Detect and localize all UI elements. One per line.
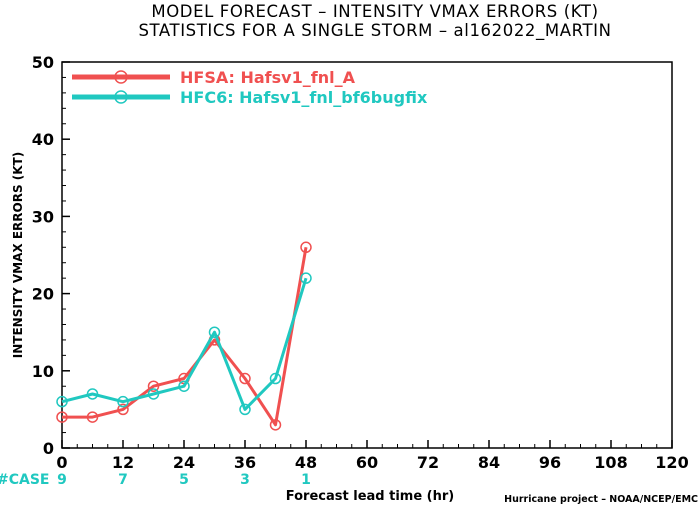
series-line bbox=[61, 277, 308, 411]
data-point bbox=[269, 372, 282, 385]
credit-text: Hurricane project – NOAA/NCEP/EMC bbox=[504, 494, 698, 505]
legend-marker bbox=[114, 70, 128, 84]
case-counts: 9 7 5 3 1 bbox=[57, 472, 311, 488]
data-point bbox=[239, 372, 251, 385]
plot-frame bbox=[61, 61, 673, 449]
data-point bbox=[147, 380, 160, 392]
data-point bbox=[178, 380, 190, 392]
data-point bbox=[56, 395, 68, 408]
x-axis: 0 12 24 36 48 60 72 84 96 108 120 bbox=[56, 440, 689, 472]
data-point bbox=[300, 241, 312, 254]
y-tick-label: 30 bbox=[32, 207, 54, 226]
data-point bbox=[208, 326, 221, 338]
case-label: #CASE bbox=[0, 472, 50, 488]
data-point bbox=[239, 403, 251, 416]
x-tick-label: 60 bbox=[356, 453, 378, 472]
chart-title-line1: MODEL FORECAST – INTENSITY VMAX ERRORS (… bbox=[151, 2, 598, 21]
y-tick-label: 10 bbox=[32, 362, 54, 381]
y-axis-label: INTENSITY VMAX ERRORS (KT) bbox=[11, 152, 25, 358]
case-count: 7 bbox=[118, 472, 128, 488]
data-point bbox=[300, 272, 312, 284]
x-tick-label: 24 bbox=[173, 453, 195, 472]
x-tick-label: 36 bbox=[234, 453, 256, 472]
x-tick-label: 12 bbox=[112, 453, 134, 472]
x-tick-label: 120 bbox=[655, 453, 688, 472]
series-hfc6 bbox=[56, 272, 312, 416]
data-point bbox=[56, 411, 68, 423]
x-tick-label: 84 bbox=[478, 453, 500, 472]
data-point bbox=[269, 419, 282, 431]
data-point bbox=[86, 388, 99, 400]
case-count: 5 bbox=[179, 472, 189, 488]
case-count: 1 bbox=[301, 472, 311, 488]
legend-label: HFC6: Hafsv1_fnl_bf6bugfix bbox=[180, 88, 428, 107]
y-axis: 0 10 20 30 40 50 bbox=[32, 53, 70, 458]
x-tick-label: 0 bbox=[56, 453, 67, 472]
x-tick-label: 72 bbox=[417, 453, 439, 472]
series-hfsa bbox=[56, 241, 312, 431]
chart-title-line2: STATISTICS FOR A SINGLE STORM – al162022… bbox=[138, 21, 611, 41]
data-point bbox=[147, 388, 160, 400]
data-point bbox=[86, 411, 99, 423]
x-tick-label: 108 bbox=[594, 453, 627, 472]
series-layer bbox=[56, 241, 312, 431]
x-axis-label: Forecast lead time (hr) bbox=[286, 489, 454, 504]
case-count: 9 bbox=[57, 472, 67, 488]
y-tick-label: 0 bbox=[43, 439, 54, 458]
y-tick-label: 40 bbox=[32, 130, 54, 149]
x-tick-label: 96 bbox=[539, 453, 561, 472]
data-point bbox=[117, 403, 129, 416]
data-point bbox=[117, 395, 129, 408]
legend-label: HFSA: Hafsv1_fnl_A bbox=[180, 68, 356, 87]
y-tick-label: 20 bbox=[32, 285, 54, 304]
y-tick-label: 50 bbox=[32, 53, 54, 72]
legend-item: HFSA: Hafsv1_fnl_A bbox=[72, 68, 356, 87]
legend-item: HFC6: Hafsv1_fnl_bf6bugfix bbox=[72, 88, 428, 107]
x-tick-label: 48 bbox=[295, 453, 317, 472]
case-count: 3 bbox=[240, 472, 250, 488]
legend-marker bbox=[114, 90, 128, 104]
series-line bbox=[62, 247, 308, 427]
